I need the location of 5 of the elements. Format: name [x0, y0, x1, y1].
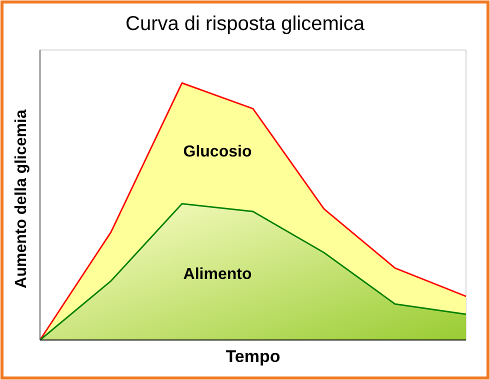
series-label: Alimento [183, 266, 252, 283]
chart-title: Curva di risposta glicemica [126, 13, 366, 35]
series-label: Glucosio [183, 144, 252, 161]
x-axis-title: Tempo [226, 347, 280, 366]
y-axis-title: Aumento della glicemia [13, 110, 30, 288]
